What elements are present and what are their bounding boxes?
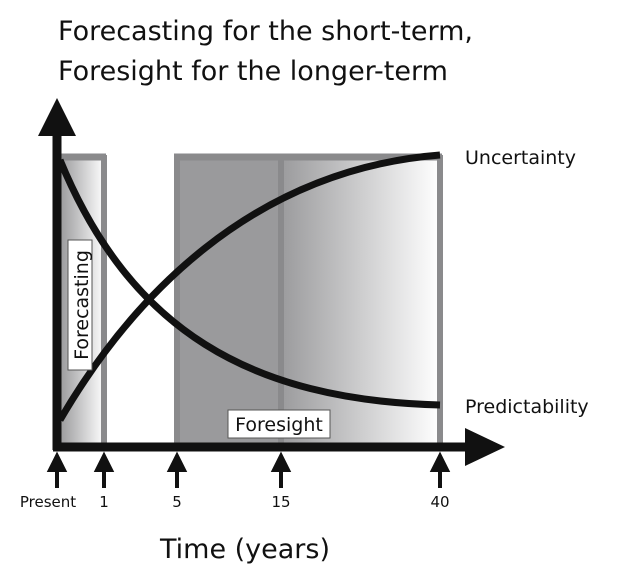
- predictability-curve: [56, 158, 441, 409]
- x-axis-label: Time (years): [159, 534, 330, 565]
- tick-arrow: [93, 451, 115, 472]
- title-line: Forecasting for the short-term,: [58, 16, 473, 47]
- curve-label: Predictability: [465, 396, 589, 418]
- label-box: [67, 239, 93, 371]
- tick-arrow: [270, 451, 292, 472]
- tick-arrow: [429, 451, 451, 472]
- axis-arrow: [465, 428, 505, 466]
- region-label: Forecasting: [71, 250, 93, 360]
- tick-label: 1: [99, 493, 109, 511]
- axis-arrow: [38, 98, 76, 136]
- curve-label: Uncertainty: [465, 147, 576, 169]
- region-label: Foresight: [235, 414, 323, 436]
- tick-label: 15: [271, 493, 290, 511]
- foresight-region: [177, 157, 280, 447]
- tick-arrow: [46, 451, 68, 472]
- tick-label: 5: [172, 493, 182, 511]
- label-box: [227, 409, 331, 439]
- tick-label: Present: [20, 493, 76, 511]
- tick-arrow: [166, 451, 188, 472]
- title-line: Foresight for the longer-term: [58, 56, 448, 87]
- tick-label: 40: [430, 493, 449, 511]
